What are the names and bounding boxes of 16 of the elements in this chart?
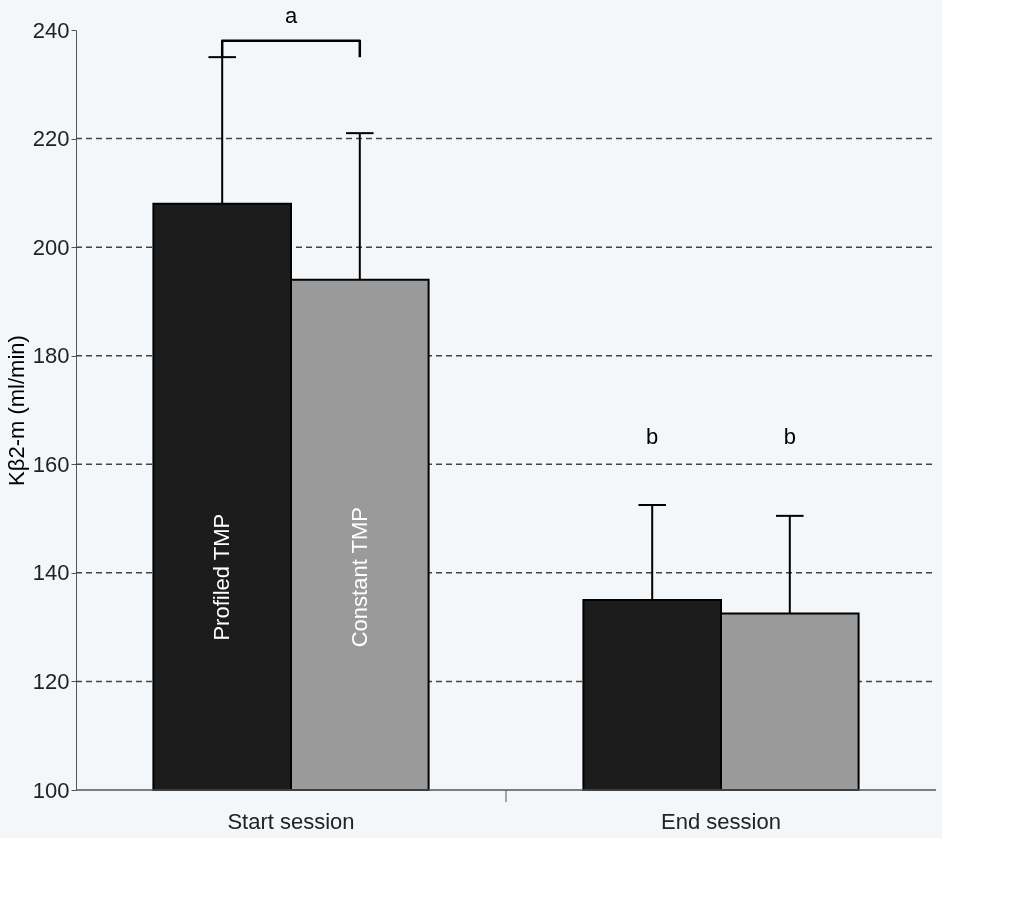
- x-tick-label: End session: [661, 809, 781, 834]
- y-tick-label: 140: [32, 560, 70, 586]
- y-tick-label: 220: [32, 126, 70, 152]
- text: a: [284, 3, 298, 28]
- y-tick-label: 240: [32, 17, 70, 43]
- y-axis-title: Kβ2-m (ml/min): [3, 335, 29, 486]
- y-tick-label: 100: [32, 777, 70, 803]
- x-tick-label: Start session: [227, 809, 355, 834]
- annotation: b: [646, 423, 659, 449]
- annotation: b: [783, 423, 796, 449]
- series-label: Constant TMP: [346, 507, 372, 648]
- y-tick-label: 200: [32, 234, 70, 260]
- y-tick-label: 160: [32, 451, 70, 477]
- y-tick-label: 180: [32, 343, 70, 369]
- y-tick-label: 120: [32, 668, 70, 694]
- series-label: Profiled TMP: [209, 513, 235, 641]
